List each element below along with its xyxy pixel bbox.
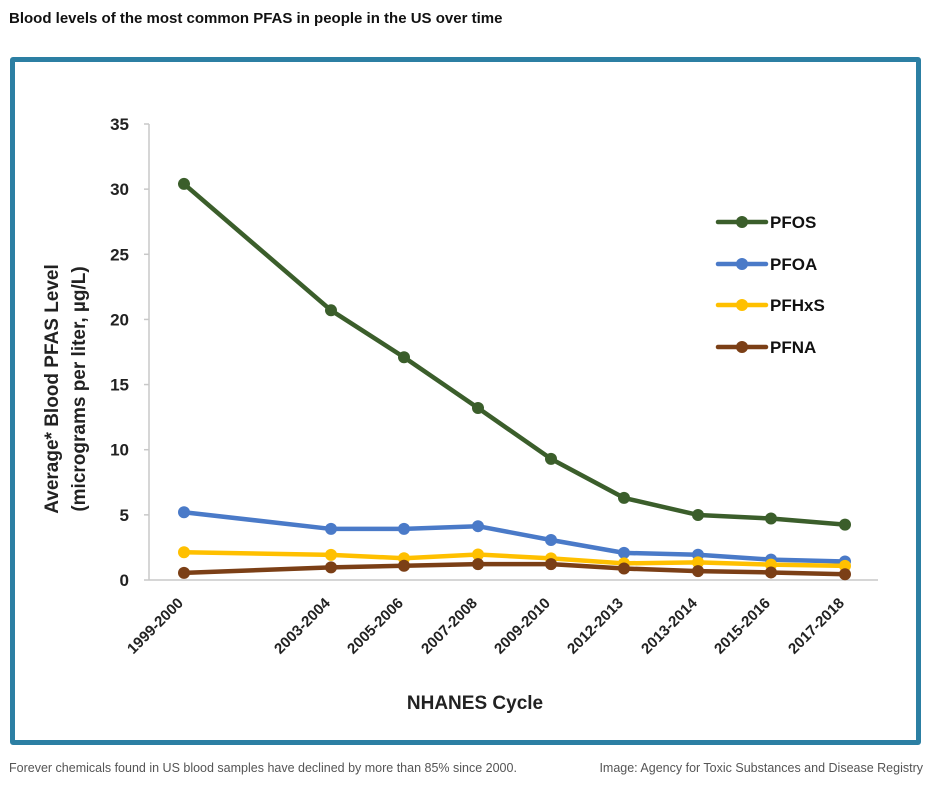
- data-point-pfoa: [178, 506, 190, 519]
- y-axis-subtitle: (micrograms per liter, µg/L): [69, 266, 90, 511]
- data-point-pfna: [765, 566, 777, 579]
- legend-marker-pfoa: [736, 258, 748, 270]
- data-point-pfhxs: [325, 548, 337, 561]
- y-axis-title: Average* Blood PFAS Level: [42, 264, 63, 514]
- x-tick-label: 1999-2000: [124, 595, 187, 658]
- image-credit: Image: Agency for Toxic Substances and D…: [599, 761, 923, 775]
- y-tick-labels: 0 5 10 15 20 25 30 35: [110, 115, 149, 590]
- data-point-pfos: [178, 177, 190, 190]
- data-point-pfos: [398, 351, 410, 364]
- data-point-pfna: [692, 565, 704, 578]
- data-point-pfna: [398, 559, 410, 572]
- data-point-pfna: [545, 558, 557, 571]
- y-tick-label: 15: [110, 376, 129, 395]
- chart-legend: PFOS PFOA PFHxS PFNA: [715, 213, 825, 357]
- data-point-pfhxs: [692, 556, 704, 569]
- data-point-pfhxs: [839, 559, 851, 572]
- data-point-pfna: [325, 561, 337, 574]
- data-point-pfos: [765, 512, 777, 525]
- series-line-pfos: [181, 181, 848, 527]
- x-axis-title: NHANES Cycle: [407, 693, 543, 714]
- x-tick-label: 2005-2006: [344, 595, 407, 658]
- legend-marker-pfos: [736, 216, 748, 228]
- data-point-pfhxs: [472, 548, 484, 561]
- x-tick-label: 2007-2008: [418, 595, 481, 658]
- page-title: Blood levels of the most common PFAS in …: [9, 10, 503, 27]
- data-point-pfoa: [472, 520, 484, 533]
- x-tick-label: 2003-2004: [271, 594, 334, 657]
- data-point-pfoa: [398, 522, 410, 535]
- data-point-pfna: [472, 558, 484, 571]
- y-tick-label: 0: [120, 571, 129, 590]
- x-tick-label: 2012-2013: [564, 595, 627, 658]
- data-point-pfos: [839, 518, 851, 531]
- x-tick-label: 2013-2014: [638, 594, 701, 657]
- series-lines: [181, 181, 848, 577]
- data-point-pfna: [618, 562, 630, 575]
- y-tick-label: 10: [110, 441, 129, 460]
- y-tick-label: 35: [110, 115, 129, 134]
- data-point-pfoa: [545, 534, 557, 547]
- series-points: [178, 177, 851, 581]
- data-point-pfos: [545, 452, 557, 465]
- x-tick-label: 2009-2010: [491, 595, 554, 658]
- data-point-pfna: [178, 566, 190, 579]
- data-point-pfos: [692, 508, 704, 521]
- legend-label-pfos: PFOS: [770, 213, 816, 232]
- legend-marker-pfhxs: [736, 299, 748, 311]
- data-point-pfoa: [618, 546, 630, 559]
- legend-label-pfoa: PFOA: [770, 255, 817, 274]
- x-tick-label: 2017-2018: [785, 595, 848, 658]
- data-point-pfos: [618, 491, 630, 504]
- data-point-pfos: [325, 304, 337, 317]
- legend-label-pfhxs: PFHxS: [770, 296, 825, 315]
- legend-label-pfna: PFNA: [770, 338, 816, 357]
- x-tick-label: 2015-2016: [711, 595, 774, 658]
- y-tick-label: 25: [110, 245, 129, 264]
- legend-marker-pfna: [736, 341, 748, 353]
- y-tick-label: 30: [110, 180, 129, 199]
- data-point-pfhxs: [178, 546, 190, 559]
- figure-caption: Forever chemicals found in US blood samp…: [9, 761, 517, 775]
- y-tick-label: 20: [110, 310, 129, 329]
- data-point-pfoa: [325, 522, 337, 535]
- chart-axes: [148, 124, 878, 581]
- data-point-pfna: [839, 568, 851, 581]
- x-tick-labels: 1999-2000 2003-2004 2005-2006 2007-2008 2009…: [124, 594, 848, 657]
- data-point-pfos: [472, 402, 484, 415]
- y-tick-label: 5: [120, 506, 129, 525]
